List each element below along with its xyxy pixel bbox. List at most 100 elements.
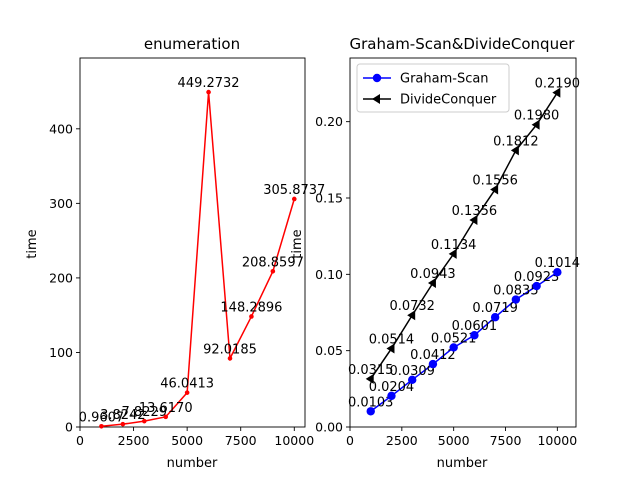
graham-divide-y-axis-title: time [290,229,305,258]
enumeration-y-tick-label: 400 [49,121,73,136]
enumeration-series-point [120,421,126,427]
enumeration-series-line [101,92,296,428]
graham-divide-divideconquer-point [407,310,416,321]
graham-divide-graham-scan-data-label: 0.0923 [514,270,560,285]
graham-divide-chart-title: Graham-Scan&DivideConquer [350,35,576,53]
enumeration-x-tick-label: 5000 [171,433,203,448]
graham-divide-divideconquer-point [427,278,436,289]
enumeration-series-data-label: 305.8737 [263,183,325,198]
graham-divide-divideconquer-data-label: 0.0514 [369,333,415,348]
enumeration-series-point [206,89,211,95]
enumeration-series-data-label: 208.8597 [242,255,304,270]
graham-divide-graham-scan-data-label: 0.0204 [369,380,415,395]
graham-divide-graham-scan-data-label: 0.0309 [389,364,435,379]
graham-divide-graham-scan-data-label: 0.0835 [493,284,539,299]
graham-divide-divideconquer-data-label: 0.1980 [514,109,560,124]
graham-divide-graham-scan-point [387,391,396,401]
graham-divide-graham-scan-data-label: 0.0103 [348,395,394,410]
graham-divide-graham-scan-point [366,407,375,416]
graham-divide-x-tick-label: 2500 [386,433,418,448]
enumeration-y-tick-label: 200 [49,270,73,285]
enumeration-chart-title: enumeration [144,35,240,53]
enumeration-series-data-label: 148.2896 [220,300,282,315]
graham-divide-y-tick-label: 0.05 [315,343,343,358]
graham-divide-graham-scan-point [470,331,479,340]
enumeration-series-data-label: 3.8242 [100,408,146,423]
graham-divide-divideconquer-data-label: 0.1812 [493,134,539,149]
enumeration-y-tick-label: 100 [49,345,73,360]
graham-divide-divideconquer-data-label: 0.1556 [472,173,518,188]
graham-divide-divideconquer-data-label: 0.2190 [535,77,581,92]
graham-divide-graham-scan-line [370,271,558,412]
graham-divide-y-tick-label: 0.20 [315,114,343,129]
graham-divide-graham-scan-point [449,343,458,352]
enumeration-series-data-label: 92.0185 [203,342,257,357]
graham-divide-legend-graham-scan-marker [372,73,382,83]
graham-divide-x-tick-label: 5000 [438,433,470,448]
graham-divide-y-tick-label: 0.00 [315,420,343,435]
graham-divide-y-tick-label: 0.10 [315,267,343,282]
graham-divide-graham-scan-point [511,295,521,304]
graham-divide-divideconquer-data-label: 0.1356 [452,204,498,219]
enumeration-series-data-label: 0.9607 [79,410,125,425]
graham-divide-divideconquer-point [531,119,540,130]
enumeration-y-tick-label: 0 [65,420,73,435]
enumeration-x-tick-label: 10000 [274,433,314,448]
graham-divide-graham-scan-data-label: 0.0601 [452,319,498,334]
enumeration-series-point [141,418,147,424]
enumeration-series-data-label: 7.8229 [122,405,168,420]
graham-divide-graham-scan-data-label: 0.0719 [472,301,518,316]
graham-divide-divideconquer-line [370,92,558,380]
graham-divide-legend-divideconquer-label: DivideConquer [400,93,497,108]
graham-divide-axes-frame [349,57,577,428]
graham-divide-divideconquer-point [386,343,395,354]
graham-divide-graham-scan-point [428,359,438,369]
graham-divide-divideconquer-data-label: 0.0315 [348,363,394,378]
graham-divide-legend-box [356,63,510,113]
graham-divide-divideconquer-data-label: 0.0732 [389,299,435,314]
graham-divide-x-tick-label: 0 [346,433,354,448]
enumeration-y-axis-title: time [25,229,40,258]
graham-divide-chart: Graham-Scan&DivideConquer number time 0 2… [290,35,580,471]
graham-divide-graham-scan-point [408,375,417,385]
enumeration-y-tick-label: 300 [49,196,73,211]
enumeration-series-data-label: 13.6170 [139,401,193,416]
graham-divide-y-tick-label: 0.15 [315,190,343,205]
enumeration-plot-area: 0 2500 5000 7500 10000 0 100 200 300 400 0.96073.8… [49,57,325,448]
graham-divide-graham-scan-point [490,313,500,322]
graham-divide-divideconquer-point [365,373,374,384]
graham-divide-graham-scan-data-label: 0.0412 [410,348,456,363]
graham-divide-divideconquer-point [448,248,457,259]
enumeration-series-data-label: 46.0413 [160,377,214,392]
enumeration-x-tick-label: 7500 [225,433,257,448]
graham-divide-x-axis-title: number [437,456,488,471]
graham-divide-graham-scan-data-label: 0.0521 [431,331,477,346]
enumeration-series-point [291,196,297,202]
graham-divide-graham-scan-point [553,267,562,277]
graham-divide-divideconquer-point [490,184,499,195]
graham-divide-graham-scan-data-label: 0.1014 [535,256,581,271]
enumeration-chart: enumeration number time 0 2500 5000 7500 100… [25,35,325,471]
graham-divide-x-tick-label: 10000 [537,433,577,448]
graham-divide-divideconquer-data-label: 0.1134 [431,238,477,253]
enumeration-series-point [227,356,233,361]
graham-divide-legend-graham-scan-label: Graham-Scan [400,72,489,87]
graham-divide-legend-divideconquer-marker [372,94,380,104]
enumeration-series-data-label: 449.2732 [178,76,240,91]
enumeration-x-tick-label: 2500 [118,433,150,448]
enumeration-series-point [163,414,169,420]
enumeration-series-point [99,423,104,429]
enumeration-x-tick-label: 0 [76,433,84,448]
enumeration-series-point [184,390,190,395]
enumeration-series-point [270,269,276,274]
graham-divide-divideconquer-data-label: 0.0943 [410,267,456,282]
enumeration-series-point [249,314,254,319]
enumeration-axes-frame [79,57,306,428]
graham-divide-x-tick-label: 7500 [490,433,522,448]
enumeration-x-axis-title: number [167,456,218,471]
graham-divide-plot-area: 0 2500 5000 7500 10000 0.00 0.05 0.10 0.15 0.20 0.… [315,57,581,448]
graham-divide-divideconquer-point [552,87,561,98]
graham-divide-graham-scan-point [532,281,541,291]
graham-divide-divideconquer-point [510,145,519,156]
